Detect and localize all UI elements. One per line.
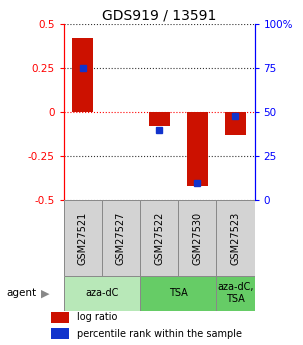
Bar xyxy=(178,200,216,276)
Bar xyxy=(51,312,69,323)
Bar xyxy=(72,38,93,112)
Text: aza-dC,
TSA: aza-dC, TSA xyxy=(217,283,254,304)
Text: GSM27523: GSM27523 xyxy=(230,211,241,265)
Text: GSM27522: GSM27522 xyxy=(154,211,164,265)
Bar xyxy=(216,200,255,276)
Bar xyxy=(102,200,140,276)
Bar xyxy=(51,328,69,339)
Bar xyxy=(225,112,246,135)
Bar xyxy=(64,276,140,310)
Text: TSA: TSA xyxy=(169,288,188,298)
Bar xyxy=(187,112,208,186)
Text: GSM27527: GSM27527 xyxy=(116,211,126,265)
Bar xyxy=(140,276,216,310)
Text: GSM27521: GSM27521 xyxy=(78,211,88,265)
Bar xyxy=(216,276,255,310)
Text: aza-dC: aza-dC xyxy=(85,288,118,298)
Text: log ratio: log ratio xyxy=(77,312,117,322)
Text: GSM27530: GSM27530 xyxy=(192,211,202,265)
Text: agent: agent xyxy=(6,288,36,298)
Title: GDS919 / 13591: GDS919 / 13591 xyxy=(102,9,216,23)
Bar xyxy=(148,112,170,126)
Bar xyxy=(140,200,178,276)
Text: ▶: ▶ xyxy=(41,288,49,298)
Bar xyxy=(64,200,102,276)
Text: percentile rank within the sample: percentile rank within the sample xyxy=(77,329,242,339)
